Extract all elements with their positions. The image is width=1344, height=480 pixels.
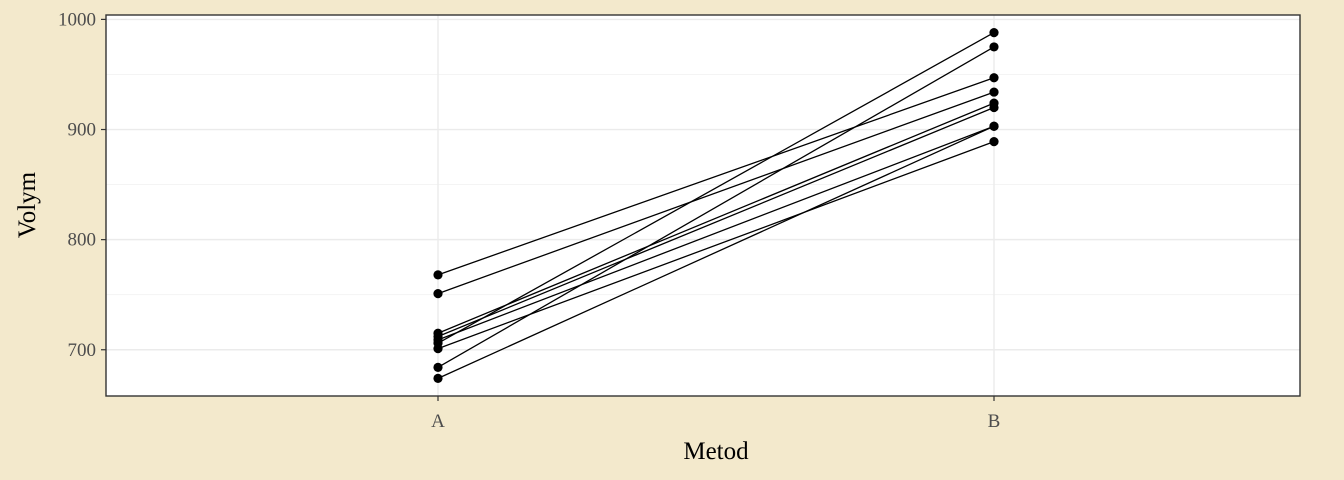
grid-major [106, 15, 1300, 396]
series-line [437, 77, 995, 276]
series-points [433, 28, 999, 383]
series-line [437, 125, 995, 379]
plot-panel [106, 15, 1300, 396]
grid-minor [106, 74, 1300, 296]
y-tick-label: 1000 [58, 9, 96, 30]
data-point [989, 137, 999, 147]
y-tick-label: 700 [68, 340, 97, 361]
data-point [433, 270, 443, 280]
data-point [989, 87, 999, 97]
series-line [437, 102, 995, 334]
series-line [437, 46, 995, 368]
series-line [437, 91, 995, 295]
series-line [437, 32, 995, 344]
x-axis-title: Metod [683, 438, 749, 465]
data-point [989, 121, 999, 131]
x-tick-label: B [988, 411, 1001, 432]
data-point [989, 102, 999, 113]
data-point [989, 42, 999, 52]
series-lines [437, 32, 995, 379]
y-axis-title: Volym [14, 171, 41, 238]
y-tick-label: 900 [68, 120, 97, 141]
x-tick-label: A [431, 411, 445, 432]
series-line [437, 125, 995, 341]
data-point [433, 362, 443, 372]
data-point [433, 344, 443, 354]
data-point [989, 73, 999, 83]
y-axis: 700 800 900 1000 [58, 9, 106, 361]
data-point [433, 288, 443, 299]
data-point [433, 373, 443, 383]
plot-border [105, 14, 1301, 397]
y-tick-label: 800 [68, 230, 97, 251]
data-point [989, 28, 999, 38]
series-line [437, 106, 995, 338]
